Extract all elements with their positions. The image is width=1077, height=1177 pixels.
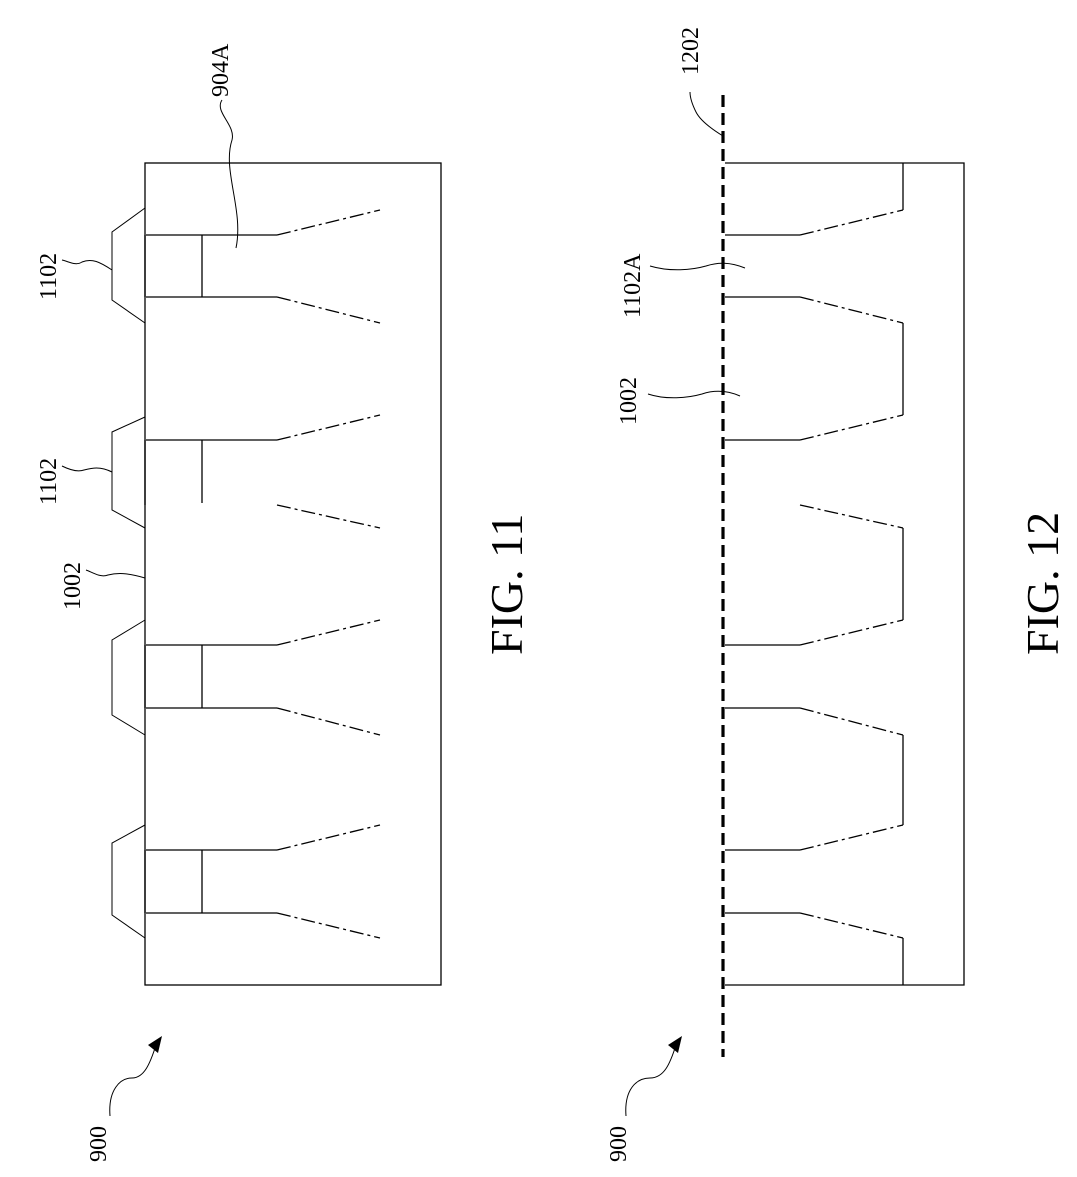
fig12-label-1102a: 1102A — [620, 253, 646, 318]
fig12-leader-1102a — [650, 263, 745, 270]
fig12-label-900: 900 — [606, 1126, 632, 1162]
fig11-leader-1102-b — [62, 466, 112, 472]
fig11-brackets — [112, 208, 145, 938]
fig11-label-900: 900 — [86, 1126, 112, 1162]
fig11-arrowhead-900 — [148, 1036, 162, 1053]
fig12-trenches — [725, 210, 903, 938]
fig12-leader-900 — [626, 1045, 676, 1116]
fig11-leader-1002 — [86, 570, 145, 578]
fig12-label-1202: 1202 — [678, 27, 704, 75]
fig11-leader-900 — [110, 1045, 156, 1116]
fig12-caption: FIG. 12 — [1017, 512, 1068, 655]
fig12-leader-1202 — [690, 92, 723, 136]
fig12-substrate-outline — [725, 163, 964, 985]
fig11-label-1102-a: 1102 — [36, 253, 62, 300]
fig11-trenches — [145, 210, 380, 938]
fig11-leader-904a — [220, 100, 238, 248]
fig12-label-1002: 1002 — [616, 377, 642, 425]
fig11-leader-1102-a — [62, 260, 112, 270]
figure-11: 904A 1102 1102 1002 900 FIG. 11 — [36, 43, 532, 1162]
fig11-substrate-outline — [145, 163, 441, 985]
fig12-leader-1002 — [648, 391, 740, 398]
figure-12: 1202 1102A 1002 900 FIG. 12 — [606, 27, 1068, 1162]
fig11-label-1102-b: 1102 — [36, 458, 62, 505]
fig12-arrowhead-900 — [668, 1036, 682, 1053]
fig11-label-904a: 904A — [208, 43, 234, 97]
fig11-label-1002: 1002 — [60, 562, 86, 610]
fig11-caption: FIG. 11 — [481, 514, 532, 655]
